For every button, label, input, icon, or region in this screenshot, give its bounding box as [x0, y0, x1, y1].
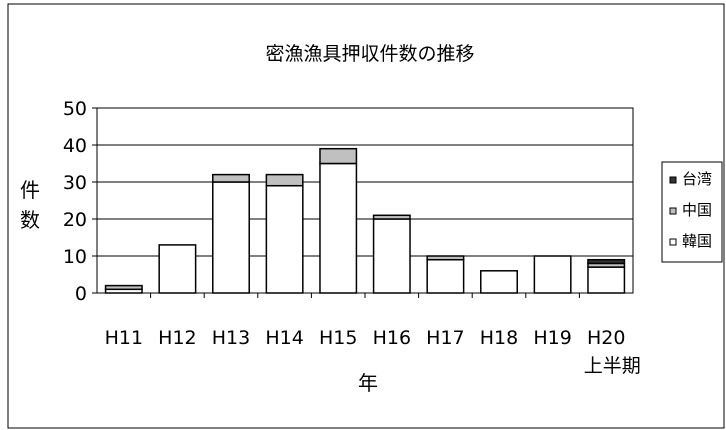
x-tick-sublabel: 上半期: [584, 355, 641, 377]
bar-segment: [426, 255, 465, 261]
x-tick-label: H17: [426, 327, 464, 349]
x-tick-label: H14: [265, 327, 303, 349]
bar-segment: [319, 162, 358, 294]
y-tick-label: 40: [63, 135, 87, 157]
bar-segment: [212, 181, 250, 294]
y-tick-label: 30: [63, 172, 87, 194]
x-tick-label: H13: [212, 327, 250, 349]
x-tick-label: H15: [319, 327, 357, 349]
legend-swatch: [669, 176, 677, 184]
bar-segment: [104, 284, 143, 291]
bar-segment: [212, 173, 250, 183]
y-tick-label: 50: [63, 98, 87, 120]
chart-title: 密漁漁具押収件数の推移: [265, 43, 474, 65]
x-tick-label: H11: [105, 327, 143, 349]
legend-swatch: [669, 238, 677, 246]
bar-segment: [319, 147, 358, 165]
x-axis-label: 年: [358, 371, 378, 395]
bar-segment: [480, 270, 518, 294]
x-tick-label: H20: [587, 327, 625, 349]
y-axis-label-char-2: 数: [20, 208, 40, 232]
y-tick-label: 20: [63, 209, 87, 231]
y-axis-label-char-1: 件: [20, 178, 40, 202]
bar-segment: [587, 266, 626, 294]
x-tick-label: H12: [158, 327, 196, 349]
bar-segment: [372, 218, 411, 294]
x-axis-ticks: H11 H12 H13 H14 H15 H16 H17 H18 H19 H20 上半期: [105, 293, 641, 377]
legend-swatch: [669, 207, 677, 215]
legend-label: 韓国: [682, 232, 712, 250]
y-tick-label: 0: [75, 283, 87, 305]
bar-segment: [158, 244, 197, 294]
legend-label: 中国: [682, 201, 712, 219]
bar-series: [104, 147, 626, 294]
bar-segment: [372, 214, 411, 220]
bar-segment: [265, 173, 304, 187]
y-tick-label: 10: [63, 246, 87, 268]
bar-segment: [265, 184, 304, 294]
bar-segment: [426, 258, 465, 294]
x-tick-label: H18: [480, 327, 518, 349]
bar-segment: [533, 255, 572, 294]
y-axis-ticks: 0 10 20 30 40 50: [63, 98, 97, 305]
x-tick-label: H19: [533, 327, 571, 349]
legend-label: 台湾: [682, 170, 712, 188]
bar-segment: [587, 258, 626, 265]
x-tick-label: H16: [373, 327, 411, 349]
